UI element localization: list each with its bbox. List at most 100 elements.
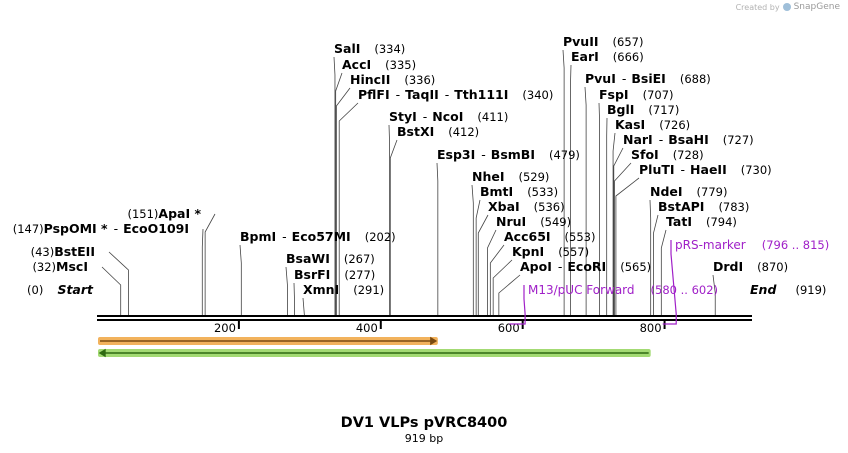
- enzyme-label-bpmi[interactable]: BpmI - Eco57MI (202): [240, 229, 396, 244]
- snapgene-logo-icon: [782, 3, 791, 11]
- enzyme-label-bsteii[interactable]: (43)BstEII: [31, 244, 95, 259]
- enzyme-label-sfoi[interactable]: SfoI (728): [631, 147, 704, 162]
- enzyme-label-apoi[interactable]: ApoI - EcoRI (565): [520, 259, 651, 274]
- enzyme-label-fspi[interactable]: FspI (707): [599, 87, 674, 102]
- enzyme-label-bmti[interactable]: BmtI (533): [480, 184, 558, 199]
- enzyme-name: PflFI: [358, 87, 390, 102]
- enzyme-name: KasI: [615, 117, 645, 132]
- enzyme-name: Esp3I: [437, 147, 475, 162]
- enzyme-label-bsawi[interactable]: BsaWI (267): [286, 251, 375, 266]
- primer-label-m13-puc-forward[interactable]: M13/pUC Forward (580 .. 602): [528, 283, 718, 297]
- enzyme-pos: (336): [404, 73, 435, 87]
- cut-line-kasi: [612, 132, 616, 315]
- enzyme-label-esp3i[interactable]: Esp3I - BsmBI (479): [437, 147, 580, 162]
- feature-arrow-orange-forward: [100, 336, 438, 346]
- cut-line-bpmi: [239, 244, 242, 315]
- enzyme-name: PspOMI *: [44, 221, 108, 236]
- enzyme-name: Tth111I: [454, 87, 508, 102]
- enzyme-pos: (565): [620, 260, 651, 274]
- enzyme-name: NarI: [623, 132, 653, 147]
- enzyme-label-pspomi[interactable]: (147)PspOMI * - EcoO109I: [13, 221, 189, 236]
- enzyme-label-tati[interactable]: TatI (794): [666, 214, 737, 229]
- enzyme-label-kasi[interactable]: KasI (726): [615, 117, 690, 132]
- enzyme-name: BstEII: [54, 244, 95, 259]
- enzyme-label-acci[interactable]: AccI (335): [342, 57, 416, 72]
- enzyme-label-apai[interactable]: (151)ApaI *: [127, 206, 201, 221]
- primer-site-prs-marker: [662, 240, 677, 325]
- enzyme-label-pvuii[interactable]: PvuII (657): [563, 34, 643, 49]
- enzyme-label-pluti[interactable]: PluTI - HaeII (730): [639, 162, 772, 177]
- enzyme-name: BsmBI: [491, 147, 535, 162]
- enzyme-name: EarI: [571, 49, 599, 64]
- enzyme-pos: (730): [741, 163, 772, 177]
- enzyme-label-xmni[interactable]: XmnI (291): [303, 282, 384, 297]
- enzyme-sep: -: [622, 71, 627, 86]
- cut-line-ndei: [649, 199, 652, 315]
- enzyme-name: BpmI: [240, 229, 276, 244]
- enzyme-pos: (870): [757, 260, 788, 274]
- enzyme-name: AccI: [342, 57, 371, 72]
- enzyme-label-msci[interactable]: (32)MscI: [32, 259, 88, 274]
- cut-line-xmni: [302, 297, 305, 317]
- primer-label-prs-marker[interactable]: pRS-marker (796 .. 815): [675, 238, 829, 252]
- enzyme-pos: (536): [534, 200, 565, 214]
- enzyme-pos: (411): [477, 110, 508, 124]
- enzyme-pos: (335): [385, 58, 416, 72]
- enzyme-name: HaeII: [690, 162, 727, 177]
- cut-line-bmti: [475, 199, 481, 315]
- enzyme-cut-lines: [101, 49, 716, 317]
- enzyme-sep: -: [659, 132, 664, 147]
- cut-line-nrui: [487, 229, 497, 315]
- enzyme-label-ndei[interactable]: NdeI (779): [650, 184, 727, 199]
- enzyme-name: NcoI: [432, 109, 463, 124]
- enzyme-label-bgli[interactable]: BglI (717): [607, 102, 679, 117]
- enzyme-label-bstxi[interactable]: BstXI (412): [397, 124, 479, 139]
- cut-line-bstxi: [389, 139, 398, 315]
- cut-line-pvuii: [562, 49, 565, 315]
- cut-line-kpni: [492, 259, 513, 315]
- cut-line-nari: [613, 147, 624, 315]
- plasmid-title: DV1 VLPs pVRC8400: [341, 415, 508, 431]
- enzyme-label-nrui[interactable]: NruI (549): [496, 214, 571, 229]
- primer-pos: (580 .. 602): [651, 283, 719, 297]
- enzyme-name: PluTI: [639, 162, 675, 177]
- enzyme-label-sali[interactable]: SalI (334): [334, 41, 405, 56]
- start-label: Start: [57, 282, 94, 297]
- enzyme-name: BstAPI: [658, 199, 704, 214]
- enzyme-name: TatI: [666, 214, 692, 229]
- enzyme-name: NdeI: [650, 184, 683, 199]
- enzyme-label-styi[interactable]: StyI - NcoI (411): [389, 109, 508, 124]
- enzyme-label-drdi[interactable]: DrdI (870): [713, 259, 788, 274]
- enzyme-label-acc65i[interactable]: Acc65I (553): [504, 229, 595, 244]
- enzyme-name: BsrFI: [294, 267, 330, 282]
- enzyme-name: HincII: [350, 72, 390, 87]
- enzyme-name: PvuI: [585, 71, 616, 86]
- cut-line-acc65i: [489, 244, 505, 315]
- snapgene-credit: Created by SnapGene: [736, 2, 840, 12]
- cut-line-hincii: [335, 87, 351, 315]
- enzyme-label-nari[interactable]: NarI - BsaHI (727): [623, 132, 754, 147]
- enzyme-label-hincii[interactable]: HincII (336): [350, 72, 435, 87]
- enzyme-label-eari[interactable]: EarI (666): [571, 49, 644, 64]
- enzyme-name: FspI: [599, 87, 629, 102]
- cut-line-bsrfi: [293, 282, 295, 315]
- enzyme-pos: (794): [706, 215, 737, 229]
- enzyme-name: BsaHI: [668, 132, 709, 147]
- enzyme-name: BglI: [607, 102, 634, 117]
- cut-line-bsteii: [108, 251, 129, 315]
- enzyme-pos: (202): [365, 230, 396, 244]
- enzyme-label-nhei[interactable]: NheI (529): [472, 169, 549, 184]
- enzyme-label-xbai[interactable]: XbaI (536): [488, 199, 565, 214]
- enzyme-name: ApoI: [520, 259, 552, 274]
- enzyme-label-pvui[interactable]: PvuI - BsiEI (688): [585, 71, 711, 86]
- enzyme-label-kpni[interactable]: KpnI (557): [512, 244, 589, 259]
- enzyme-label-bstapi[interactable]: BstAPI (783): [658, 199, 749, 214]
- enzyme-pos: (666): [613, 50, 644, 64]
- start-marker: (0) Start: [27, 279, 94, 298]
- enzyme-name: MscI: [56, 259, 88, 274]
- enzyme-label-bsrfi[interactable]: BsrFI (277): [294, 267, 375, 282]
- enzyme-pos: (783): [718, 200, 749, 214]
- enzyme-pos: (291): [353, 283, 384, 297]
- enzyme-pos: (340): [522, 88, 553, 102]
- enzyme-label-pflfi[interactable]: PflFI - TaqII - Tth111I (340): [358, 87, 553, 102]
